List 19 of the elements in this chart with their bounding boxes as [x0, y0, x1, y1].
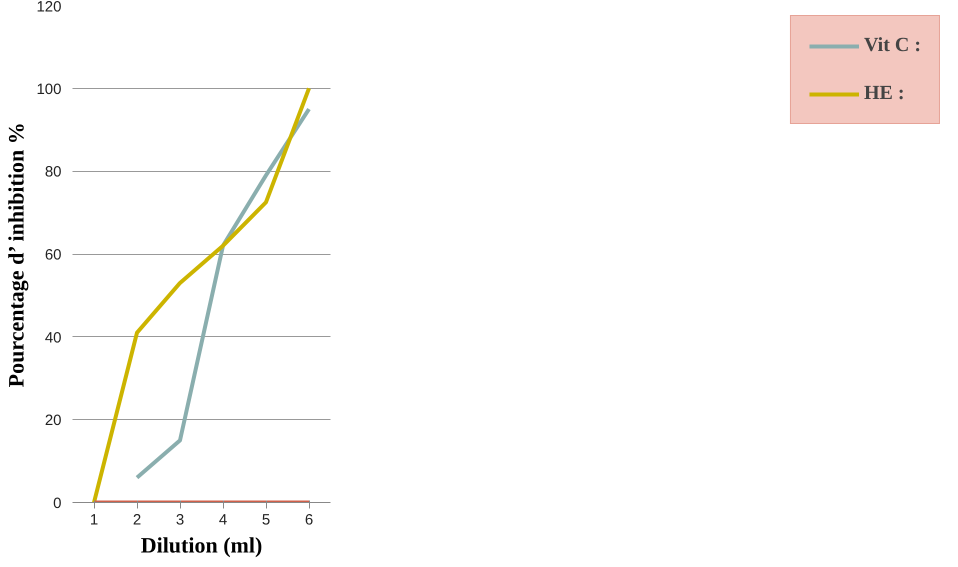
y-tick-label: 0	[53, 495, 62, 512]
x-tick-label: 1	[90, 512, 98, 528]
x-tick-label: 5	[262, 512, 270, 528]
y-tick-label: 20	[44, 412, 62, 430]
y-tick-label: 60	[44, 246, 62, 264]
x-tick-label: 2	[132, 512, 142, 528]
legend-label: HE :	[864, 82, 905, 105]
line-series	[92, 86, 311, 502]
y-tick-label: 100	[36, 80, 62, 98]
x-tick-label: 6	[304, 512, 314, 528]
y-tick-label: 120	[36, 0, 62, 16]
legend-label: Vit C :	[864, 34, 921, 57]
y-tick-label: 80	[44, 164, 62, 181]
x-tick-label: 4	[218, 512, 228, 528]
y-tick-label: 40	[44, 329, 62, 346]
x-axis-title: Dilution (ml)	[140, 532, 262, 558]
y-axis-title: Pourcentage d’ inhibition %	[3, 122, 28, 388]
x-tick-label: 3	[176, 512, 184, 528]
line-series	[135, 107, 311, 480]
